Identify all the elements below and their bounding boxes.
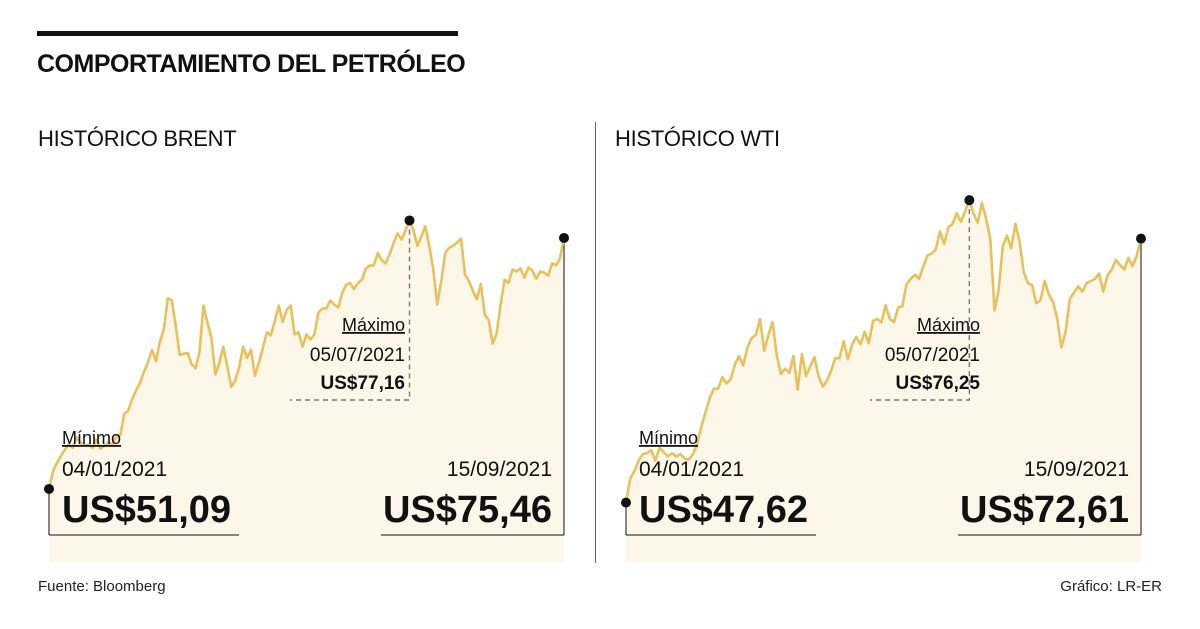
brent-last-value: US$75,46 [383,489,552,531]
wti-max-marker [964,195,975,206]
panel-divider [595,122,596,563]
brent-max-date: 05/07/2021 [310,345,405,366]
brent-max-value: US$77,16 [320,373,405,394]
wti-max-value: US$76,25 [895,373,980,394]
brent-panel-title: HISTÓRICO BRENT [38,126,237,151]
wti-max-leader [870,200,971,401]
wti-last-date: 15/09/2021 [1024,458,1129,481]
source-note: Fuente: Bloomberg [38,578,166,595]
wti-panel-title: HISTÓRICO WTI [615,126,780,151]
page-title: COMPORTAMIENTO DEL PETRÓLEO [37,50,466,78]
wti-price-line [624,198,1143,504]
brent-min-marker [44,483,54,494]
wti-last-value: US$72,61 [960,489,1129,531]
wti-min-value: US$47,62 [639,489,808,531]
brent-price-line [47,219,566,491]
wti-min-label: Mínimo [639,428,698,448]
top-rule [37,31,458,36]
wti-min-date: 04/01/2021 [639,458,744,481]
brent-area-fill [49,220,564,562]
brent-last-date: 15/09/2021 [447,458,552,481]
brent-min-value: US$51,09 [62,489,231,531]
wti-max-date: 05/07/2021 [885,345,980,366]
brent-last-marker [559,232,569,243]
brent-min-label: Mínimo [62,428,121,448]
brent-min-date: 04/01/2021 [62,458,167,481]
graphic-credit: Gráfico: LR-ER [1060,578,1162,595]
wti-area-fill [626,200,1141,562]
wti-max-label: Máximo [917,315,980,335]
brent-max-marker [404,215,415,226]
wti-min-marker [621,497,631,508]
wti-last-marker [1136,233,1146,244]
brent-max-label: Máximo [342,315,405,335]
